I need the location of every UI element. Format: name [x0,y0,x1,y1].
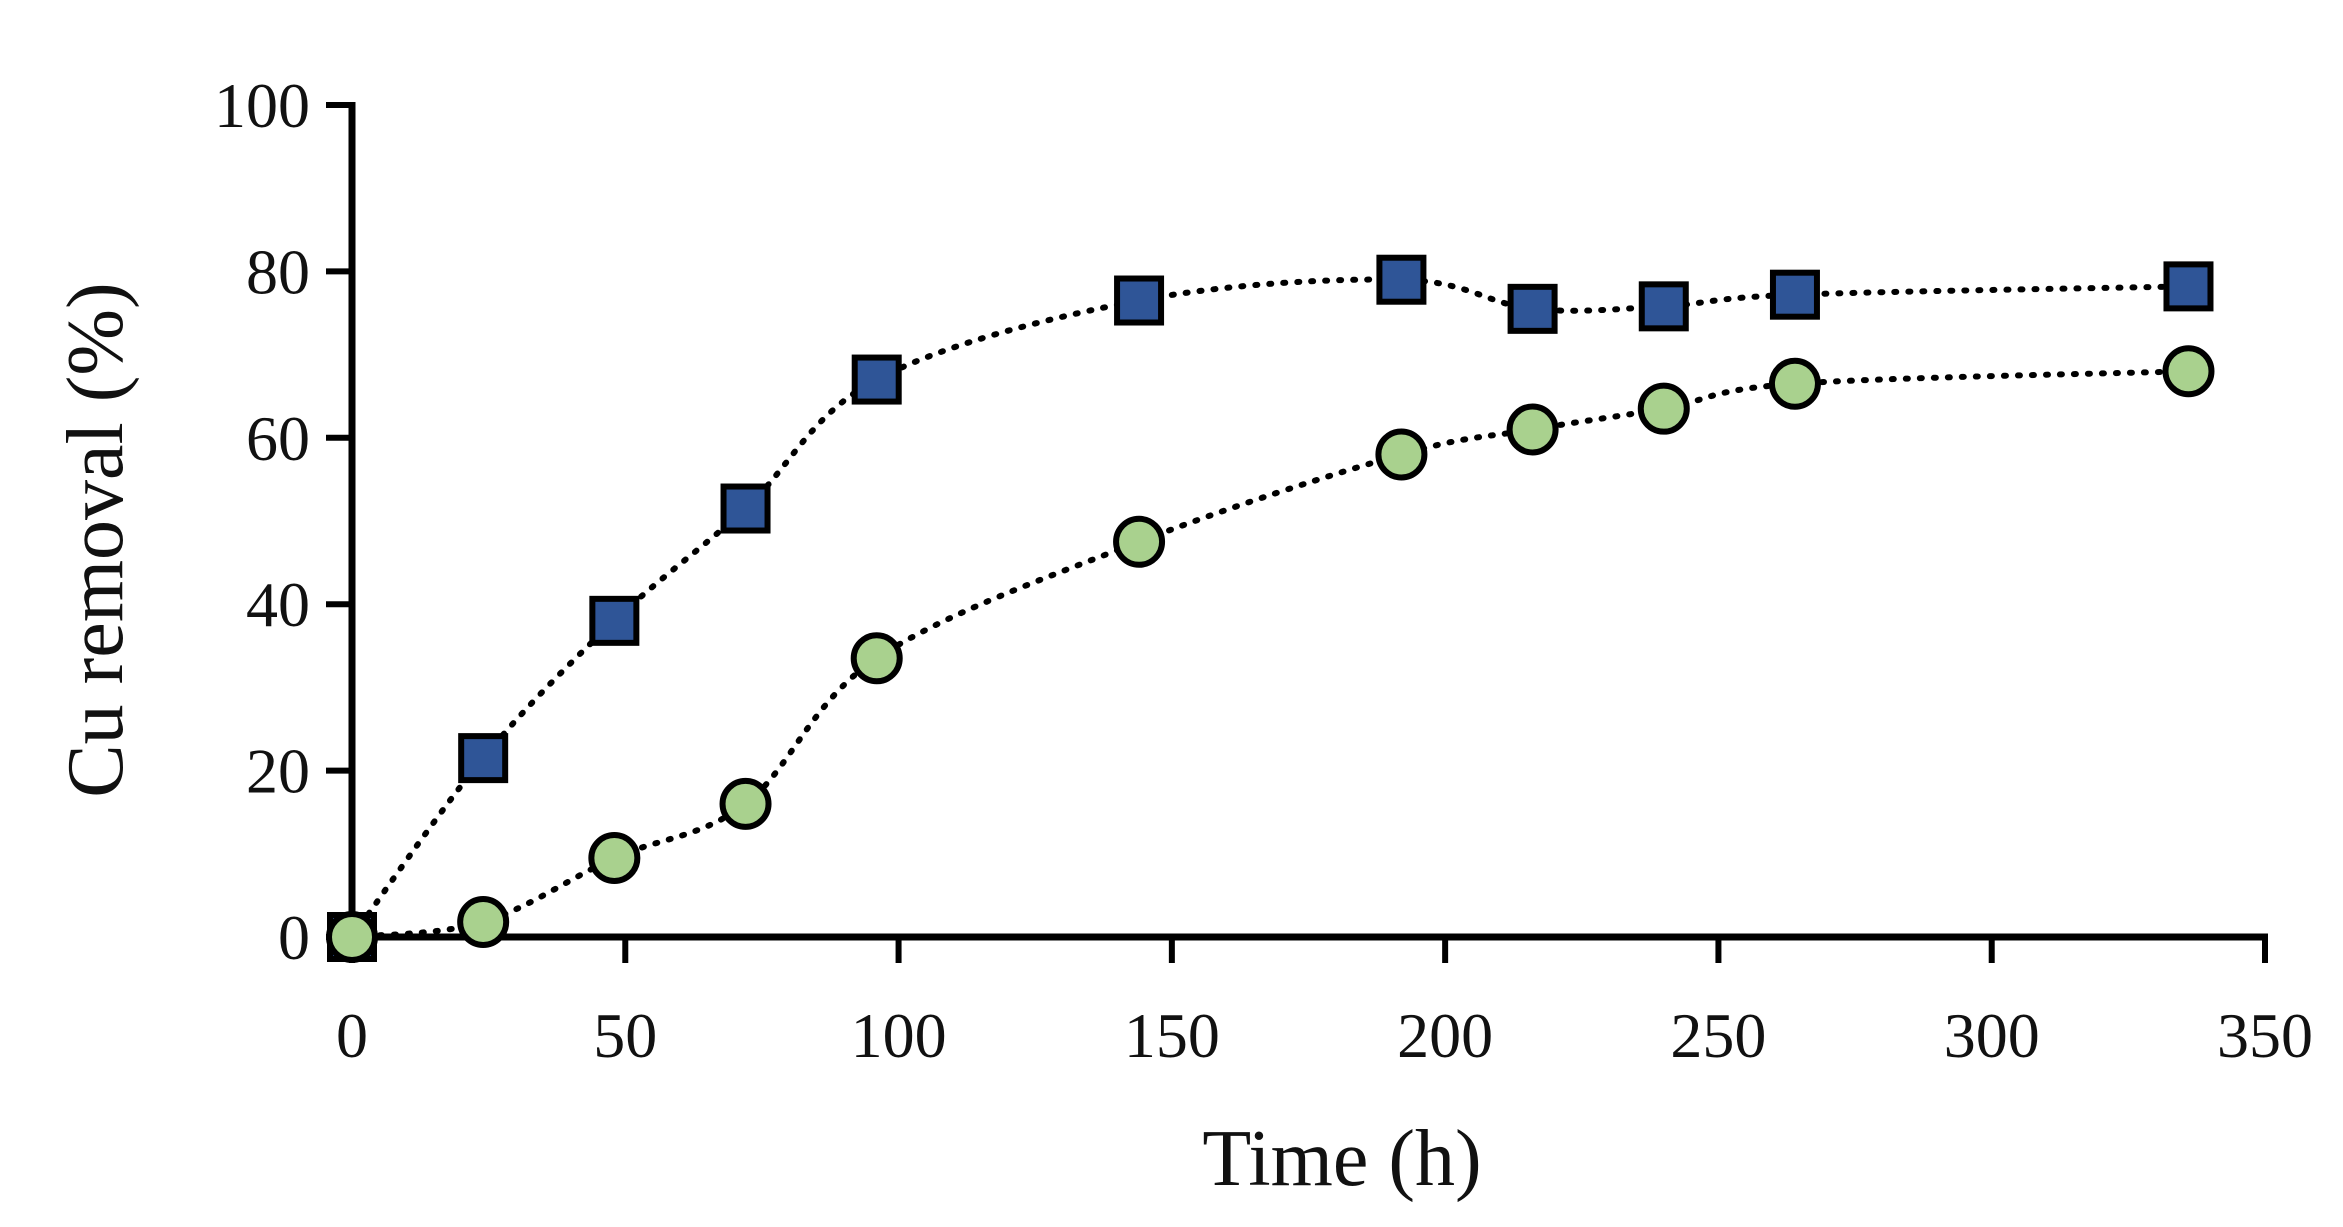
series-square-point-6 [1376,254,1427,305]
x-tick-label-200: 200 [1397,1000,1493,1071]
series-circle-point-4 [850,632,903,685]
series-square-point-7 [1507,283,1558,334]
x-tick-label-300: 300 [1944,1000,2040,1071]
series-circle-point-9 [1768,357,1821,410]
y-tick-label-80: 80 [246,236,310,307]
series-circle-point-7 [1506,403,1559,456]
series-square-point-9 [1769,269,1820,320]
y-tick-label-20: 20 [246,736,310,807]
series-circle-point-0 [326,911,378,963]
series-group [326,254,2215,963]
series-square-point-8 [1638,281,1689,332]
series-circle-point-6 [1375,428,1428,481]
series-square-point-1 [458,733,509,784]
x-tick-label-350: 350 [2217,1000,2313,1071]
x-tick-label-100: 100 [851,1000,947,1071]
y-tick-label-60: 60 [246,403,310,474]
series-square-point-10 [2163,261,2214,312]
series-square-point-5 [1114,275,1165,326]
x-axis-title: Time (h) [1202,1115,1481,1203]
series-circle-point-2 [588,831,641,884]
x-tick-label-250: 250 [1670,1000,1766,1071]
y-axis-title: Cu removal (%) [52,282,140,797]
x-tick-label-0: 0 [336,1000,368,1071]
y-tick-label-40: 40 [246,569,310,640]
x-tick-label-150: 150 [1124,1000,1220,1071]
series-square-point-4 [851,354,902,405]
series-square-point-2 [589,595,640,646]
x-tick-label-50: 50 [593,1000,657,1071]
series-square-point-3 [720,483,771,534]
y-tick-label-100: 100 [214,70,310,141]
series-circle-point-10 [2162,345,2215,398]
series-circle-point-5 [1113,515,1166,568]
series-circle-point-1 [457,896,510,949]
series-circle-point-3 [719,777,772,830]
axes: 0 20 40 60 80 100 0 50 100 150 200 250 300 350 [214,70,2313,1071]
series-circle [326,345,2215,963]
series-circle-point-8 [1637,382,1690,435]
y-tick-label-0: 0 [278,902,310,973]
